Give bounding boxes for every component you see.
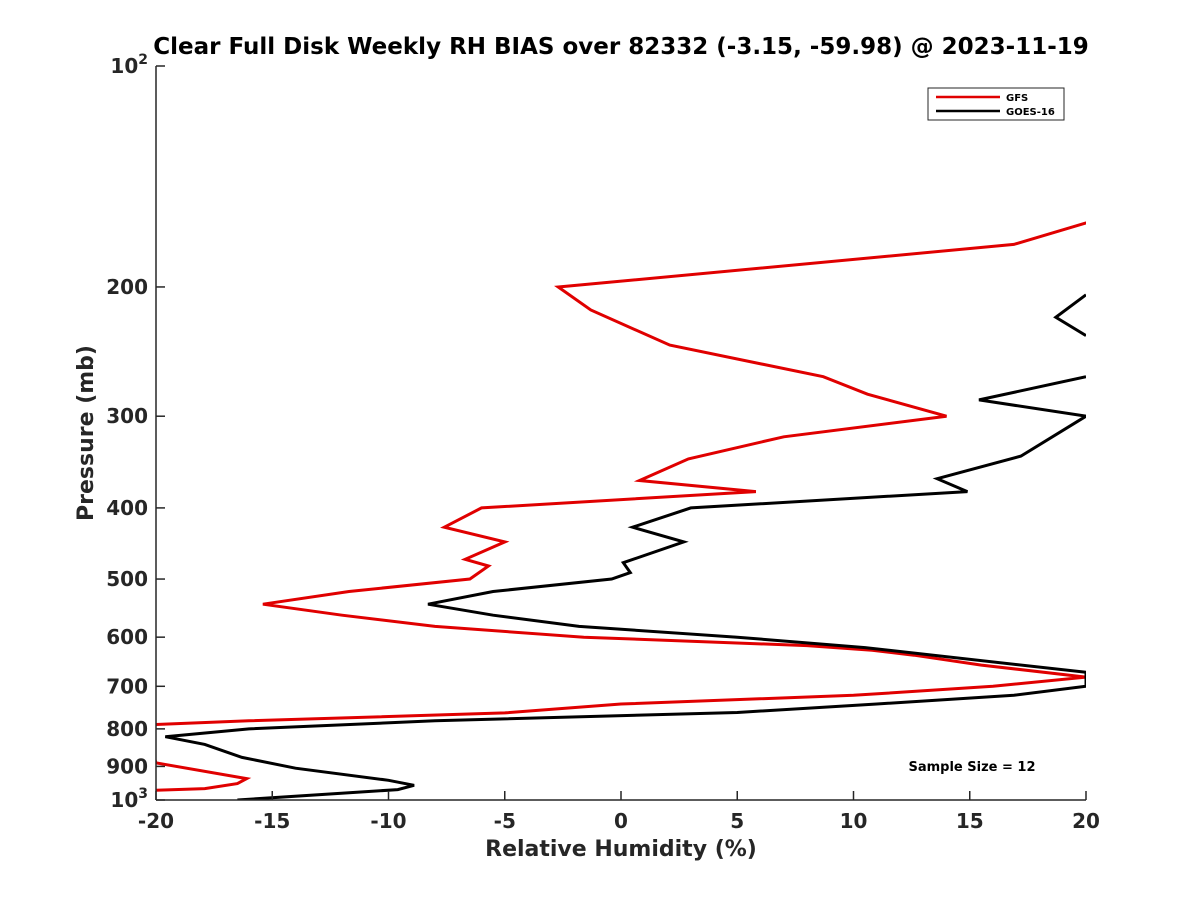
x-tick-label: -20 <box>138 809 174 833</box>
y-tick-label: 900 <box>106 754 148 778</box>
y-axis-label: Pressure (mb) <box>74 345 99 521</box>
y-tick-label: 102 <box>110 52 148 78</box>
x-tick-label: 15 <box>956 809 984 833</box>
x-axis-label: Relative Humidity (%) <box>485 837 757 862</box>
x-tick-label: -15 <box>254 809 290 833</box>
legend-label-gfs: GFS <box>1006 93 1028 104</box>
y-tick-label: 700 <box>106 674 148 698</box>
legend-box <box>927 87 1065 121</box>
series-line-gfs <box>156 221 1086 792</box>
y-tick-label: 103 <box>110 786 148 812</box>
y-tick-label: 500 <box>106 567 148 591</box>
x-tick-label: -5 <box>494 809 516 833</box>
series-layer <box>156 221 1086 800</box>
series-line-goes-16 <box>165 293 1086 800</box>
x-tick-label: 10 <box>840 809 868 833</box>
legend-label-goes-16: GOES-16 <box>1006 107 1055 118</box>
x-ticks: -20 -15 -10 -5 0 5 10 15 20 <box>138 791 1100 833</box>
sample-size-annotation: Sample Size = 12 <box>908 760 1035 775</box>
y-tick-base: 10 <box>110 788 138 812</box>
y-tick-exponent: 2 <box>138 52 148 68</box>
y-tick-label: 400 <box>106 496 148 520</box>
y-tick-label: 600 <box>106 625 148 649</box>
chart-title: Clear Full Disk Weekly RH BIAS over 8233… <box>153 34 1089 60</box>
y-tick-label: 200 <box>106 275 148 299</box>
legend: GFS GOES-16 <box>927 87 1065 121</box>
x-tick-label: 20 <box>1072 809 1100 833</box>
y-tick-base: 10 <box>110 54 138 78</box>
x-tick-label: 5 <box>730 809 744 833</box>
x-tick-label: 0 <box>614 809 628 833</box>
y-tick-label: 300 <box>106 404 148 428</box>
y-tick-exponent: 3 <box>138 786 148 802</box>
y-tick-label: 800 <box>106 717 148 741</box>
x-tick-label: -10 <box>370 809 406 833</box>
